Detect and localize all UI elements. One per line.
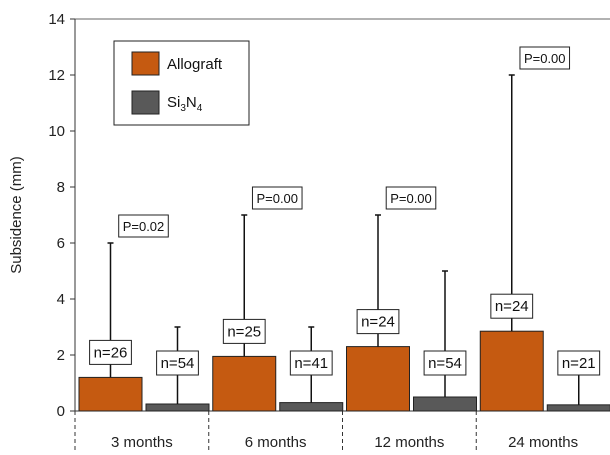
n-label: n=54	[161, 355, 195, 372]
si3n4-bar	[279, 402, 344, 412]
allograft-bar	[479, 330, 544, 412]
n-label-box	[490, 293, 534, 319]
n-label-box	[156, 350, 199, 376]
legend-si-text: Si	[167, 94, 180, 111]
legend-swatch-allograft	[131, 51, 160, 76]
y-tick-label: 10	[48, 123, 65, 140]
si3n4-bar	[145, 403, 210, 412]
si3n4-bar	[546, 404, 610, 412]
category-label: 6 months	[245, 434, 307, 451]
n-label-box	[557, 350, 601, 376]
n-label-group: n=54	[423, 350, 467, 376]
n-label: n=54	[428, 355, 462, 372]
p-value-label-group: P=0.00	[385, 186, 437, 210]
y-tick-label: 8	[57, 179, 65, 196]
allograft-bar	[78, 376, 143, 412]
legend-swatch-si3n4	[131, 90, 160, 115]
p-value-label: P=0.02	[123, 219, 165, 234]
p-value-label-box	[519, 46, 571, 70]
annotations: n=26 n=25 n=24 n=24 n=54 n=41 n=54 n=21 P=0.02 P=…	[89, 46, 601, 376]
n-label-box	[89, 339, 132, 365]
category-label: 12 months	[374, 434, 444, 451]
legend: Allograft Si3N4	[113, 40, 250, 126]
n-label-group: n=24	[356, 309, 400, 335]
n-label-box	[356, 309, 400, 335]
n-label: n=25	[227, 323, 261, 340]
n-label: n=21	[562, 355, 596, 372]
y-tick-label: 2	[57, 347, 65, 364]
category-label: 3 months	[111, 434, 173, 451]
si3n4-bar	[413, 396, 477, 412]
p-value-label-box	[385, 186, 437, 210]
p-value-label-box	[251, 186, 303, 210]
bars	[78, 74, 610, 412]
y-tick-label: 12	[48, 67, 65, 84]
p-value-label-group: P=0.02	[118, 214, 169, 238]
y-tick-label: 6	[57, 235, 65, 252]
n-label: n=41	[294, 355, 328, 372]
n-label-group: n=21	[557, 350, 601, 376]
p-value-label: P=0.00	[390, 191, 432, 206]
legend-n-text: N	[186, 94, 197, 111]
n-label: n=26	[94, 344, 128, 361]
n-label: n=24	[495, 298, 529, 315]
allograft-bar	[346, 346, 410, 412]
n-label-box	[222, 318, 266, 344]
n-label-box	[423, 350, 467, 376]
legend-label-si3n4: Si3N4	[167, 94, 203, 114]
y-tick-label: 14	[48, 11, 65, 28]
n-label-group: n=26	[89, 339, 132, 365]
y-tick-label: 4	[57, 291, 65, 308]
legend-n-subscript: 4	[197, 103, 203, 114]
y-axis-title: Subsidence (mm)	[8, 156, 25, 274]
p-value-label-box	[118, 214, 169, 238]
n-label-group: n=54	[156, 350, 199, 376]
p-value-label: P=0.00	[524, 51, 566, 66]
n-label-group: n=25	[222, 318, 266, 344]
allograft-bar	[212, 355, 277, 412]
y-tick-label: 0	[57, 403, 65, 420]
n-label-box	[289, 350, 333, 376]
p-value-label: P=0.00	[256, 191, 298, 206]
axes: 0 2 4 6 8 10 12 14 Subsidence (mm) 3 months 6 mont…	[8, 11, 610, 452]
legend-label-allograft: Allograft	[167, 56, 223, 73]
n-label: n=24	[361, 314, 395, 331]
n-label-group: n=24	[490, 293, 534, 319]
category-label: 24 months	[508, 434, 578, 451]
p-value-label-group: P=0.00	[251, 186, 303, 210]
legend-si-subscript: 3	[180, 103, 186, 114]
n-label-group: n=41	[289, 350, 333, 376]
p-value-label-group: P=0.00	[519, 46, 571, 70]
